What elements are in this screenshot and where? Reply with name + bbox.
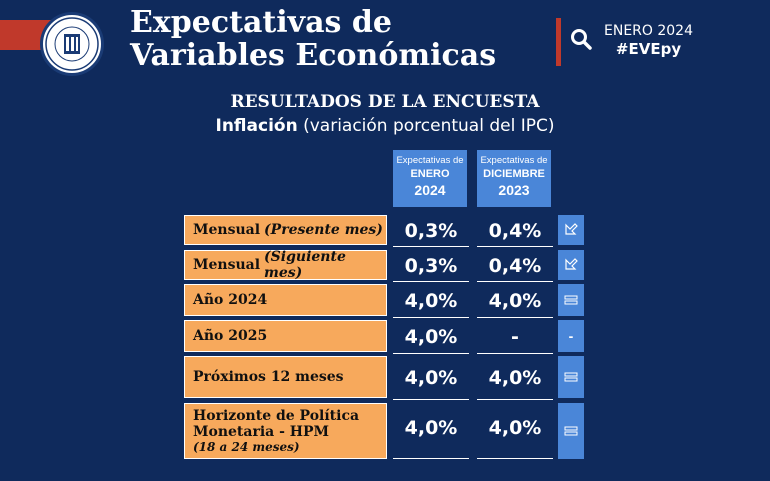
hashtag-label: #EVEpy: [615, 40, 682, 58]
date-label: ENERO 2024: [604, 23, 693, 39]
trend-equal-icon: [558, 284, 584, 316]
row-label-proximos-12-meses: Próximos 12 meses: [184, 356, 387, 398]
subtitle-rest: (variación porcentual del IPC): [303, 116, 555, 136]
row-label-italic: (18 a 24 meses): [193, 440, 300, 454]
column-year: 2024: [414, 182, 446, 198]
column-caption: Expectativas de: [396, 155, 464, 166]
row-label-text: Horizonte de Política: [193, 408, 360, 424]
row-label-italic: (Siguiente mes): [264, 249, 346, 281]
value-dec: 4,0%: [477, 284, 553, 318]
row-label-mensual-presente: Mensual (Presente mes): [184, 215, 387, 245]
row-label-horizonte-hpm: Horizonte de Política Monetaria - HPM (1…: [184, 403, 387, 459]
value-dec: 4,0%: [477, 403, 553, 459]
column-year: 2023: [498, 182, 530, 198]
page-title: Expectativas de Variables Económicas: [130, 6, 496, 72]
value-dec: -: [477, 320, 553, 354]
row-label-line2: Monetaria - HPM: [193, 424, 330, 440]
date-tag: ENERO 2024 #EVEpy: [604, 22, 693, 58]
trend-down-arrow-icon: [558, 250, 584, 280]
column-caption: Expectativas de: [480, 155, 548, 166]
row-label-text: Año 2024: [193, 292, 268, 308]
survey-title: RESULTADOS DE LA ENCUESTA: [230, 92, 540, 112]
row-label-text: Mensual: [193, 222, 261, 238]
row-label-ano-2024: Año 2024: [184, 284, 387, 316]
value-jan: 4,0%: [393, 284, 469, 318]
value-dec: 0,4%: [477, 250, 553, 282]
column-header-jan-2024: Expectativas de ENERO 2024: [393, 150, 467, 207]
value-jan: 0,3%: [393, 250, 469, 282]
value-jan: 0,3%: [393, 215, 469, 247]
value-jan: 4,0%: [393, 356, 469, 400]
row-label-mensual-siguiente: Mensual (Siguiente mes): [184, 249, 387, 281]
trend-none-icon: -: [558, 320, 584, 352]
survey-subtitle: Inflación (variación porcentual del IPC): [0, 116, 770, 136]
title-line-1: Expectativas de: [130, 5, 392, 40]
trend-down-arrow-icon: [558, 215, 584, 245]
subtitle-bold: Inflación: [215, 116, 298, 136]
trend-equal-icon: [558, 403, 584, 459]
column-month: ENERO: [410, 168, 450, 180]
value-dec: 4,0%: [477, 356, 553, 400]
row-label-text: Mensual: [193, 257, 261, 273]
row-label-text: Año 2025: [193, 328, 268, 344]
row-label-italic: (Presente mes): [264, 222, 383, 238]
column-header-dec-2023: Expectativas de DICIEMBRE 2023: [477, 150, 551, 207]
value-dec: 0,4%: [477, 215, 553, 247]
row-label-text: Próximos 12 meses: [193, 369, 344, 385]
value-jan: 4,0%: [393, 403, 469, 459]
row-label-ano-2025: Año 2025: [184, 320, 387, 352]
search-icon: [570, 28, 592, 55]
value-jan: 4,0%: [393, 320, 469, 354]
trend-equal-icon: [558, 356, 584, 398]
header-divider: [556, 18, 561, 66]
column-month: DICIEMBRE: [483, 168, 545, 180]
title-line-2: Variables Económicas: [130, 38, 497, 73]
central-bank-logo: [40, 12, 104, 76]
